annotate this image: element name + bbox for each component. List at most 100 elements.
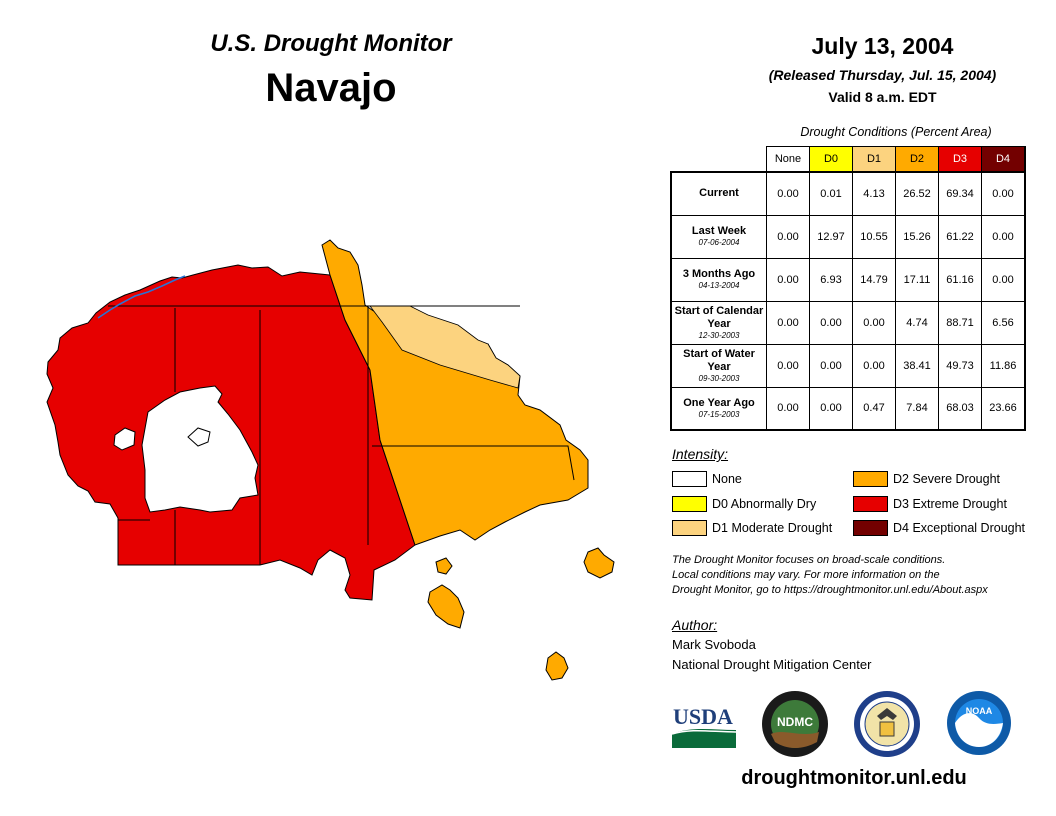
legend-item-d2: D2 Severe Drought	[853, 470, 1000, 488]
table-cell: 6.93	[809, 257, 853, 302]
author-org: National Drought Mitigation Center	[672, 657, 872, 672]
table-cell: 69.34	[938, 171, 982, 216]
legend-swatch	[853, 471, 888, 487]
legend-item-d4: D4 Exceptional Drought	[853, 519, 1025, 537]
legend-label: D4 Exceptional Drought	[893, 521, 1026, 535]
col-header-d3: D3	[938, 146, 982, 173]
ndmc-logo-text: NDMC	[777, 715, 813, 729]
legend-label: D1 Moderate Drought	[712, 521, 833, 535]
author-label: Author:	[672, 617, 718, 633]
table-cell: 7.84	[895, 386, 939, 431]
disclaimer-note: The Drought Monitor focuses on broad-sca…	[672, 553, 1052, 598]
table-cell: 0.00	[766, 257, 810, 302]
table-cell: 0.00	[809, 386, 853, 431]
footer-url: droughtmonitor.unl.edu	[741, 767, 967, 789]
legend-item-d0: D0 Abnormally Dry	[672, 495, 816, 513]
legend-item-none: None	[672, 470, 742, 488]
commerce-seal-icon	[854, 691, 920, 757]
table-cell: 10.55	[852, 214, 896, 259]
legend-label: None	[712, 472, 742, 486]
row-date: 12-30-2003	[698, 330, 740, 340]
table-cell: 0.00	[981, 214, 1026, 259]
d2-island-2	[427, 584, 465, 629]
legend-title: Intensity:	[672, 446, 729, 462]
table-header-row: None D0 D1 D2 D3 D4	[671, 146, 1026, 173]
county-boundaries	[108, 305, 575, 565]
table-cell: 61.22	[938, 214, 982, 259]
col-header-d2: D2	[895, 146, 939, 173]
usda-logo-text: USDA	[673, 704, 733, 729]
d2-island-3	[545, 651, 569, 681]
table-cell: 38.41	[895, 343, 939, 388]
table-cell: 17.11	[895, 257, 939, 302]
table-cell: 88.71	[938, 300, 982, 345]
legend-swatch	[853, 520, 888, 536]
no-data-area-small-2	[187, 427, 211, 447]
table-caption: Drought Conditions (Percent Area)	[800, 125, 992, 139]
noaa-logo-text: NOAA	[966, 706, 993, 716]
map-title: U.S. Drought Monitor	[210, 30, 452, 57]
legend-item-d3: D3 Extreme Drought	[853, 495, 1007, 513]
table-cell: 11.86	[981, 343, 1026, 388]
table-cell: 26.52	[895, 171, 939, 216]
river	[97, 275, 186, 319]
legend-swatch	[672, 496, 707, 512]
table-cell: 0.47	[852, 386, 896, 431]
legend-label: D2 Severe Drought	[893, 472, 1001, 486]
table-cell: 49.73	[938, 343, 982, 388]
d1-moderate-region	[369, 305, 521, 389]
note-line-1: The Drought Monitor focuses on broad-sca…	[672, 554, 946, 566]
row-date: 07-15-2003	[698, 409, 740, 419]
d2-severe-region	[321, 239, 589, 546]
release-date: (Released Thursday, Jul. 15, 2004)	[768, 67, 997, 83]
table-row-last-week: Last Week 07-06-2004 0.00 12.97 10.55 15.…	[670, 214, 1026, 259]
table-row-one-year-ago: One Year Ago 07-15-2003 0.00 0.00 0.47 7.…	[670, 386, 1026, 431]
table-cell: 0.01	[809, 171, 853, 216]
map-date: July 13, 2004	[811, 33, 954, 59]
legend-label: D3 Extreme Drought	[893, 497, 1007, 511]
col-header-none: None	[766, 146, 810, 173]
row-label: Last Week	[691, 225, 747, 237]
table-cell: 61.16	[938, 257, 982, 302]
legend-swatch	[853, 496, 888, 512]
no-data-area-small-1	[113, 427, 136, 451]
table-row-start-of-water-year: Start of Water Year 09-30-2003 0.00 0.00 …	[670, 343, 1026, 388]
table-cell: 14.79	[852, 257, 896, 302]
row-date: 04-13-2004	[698, 281, 740, 290]
legend-item-d1: D1 Moderate Drought	[672, 519, 832, 537]
table-cell: 6.56	[981, 300, 1026, 345]
drought-stats-table: None D0 D1 D2 D3 D4 Current 0.00 0.01 4.…	[670, 146, 1026, 431]
table-cell: 23.66	[981, 386, 1026, 431]
legend-swatch	[672, 520, 707, 536]
table-row-3-months-ago: 3 Months Ago 04-13-2004 0.00 6.93 14.79 1…	[670, 257, 1026, 302]
table-cell: 0.00	[809, 343, 853, 388]
no-data-area	[141, 385, 259, 513]
table-cell: 0.00	[852, 343, 896, 388]
table-cell: 0.00	[766, 214, 810, 259]
table-cell: 0.00	[981, 171, 1026, 216]
row-date: 09-30-2003	[698, 373, 740, 383]
legend-swatch	[672, 471, 707, 487]
row-label: Start of Water Year	[683, 347, 755, 373]
noaa-logo-icon: NOAA	[947, 691, 1011, 755]
ndmc-logo-icon: NDMC	[762, 691, 828, 757]
table-cell: 4.74	[895, 300, 939, 345]
col-header-d1: D1	[852, 146, 896, 173]
table-cell: 12.97	[809, 214, 853, 259]
table-cell: 0.00	[766, 300, 810, 345]
table-cell: 0.00	[809, 300, 853, 345]
table-cell: 0.00	[852, 300, 896, 345]
table-row-start-of-calendar-year: Start of Calendar Year 12-30-2003 0.00 0.…	[670, 300, 1026, 345]
col-header-d4: D4	[981, 146, 1026, 173]
table-cell: 0.00	[981, 257, 1026, 302]
col-header-d0: D0	[809, 146, 853, 173]
row-label: One Year Ago	[683, 396, 755, 409]
table-cell: 4.13	[852, 171, 896, 216]
usda-logo-icon: USDA	[672, 704, 736, 748]
valid-time: Valid 8 a.m. EDT	[828, 89, 937, 105]
table-cell: 68.03	[938, 386, 982, 431]
d2-island-4	[435, 557, 453, 575]
d2-island-1	[583, 547, 615, 579]
row-label: 3 Months Ago	[682, 268, 756, 280]
table-cell: 0.00	[766, 343, 810, 388]
